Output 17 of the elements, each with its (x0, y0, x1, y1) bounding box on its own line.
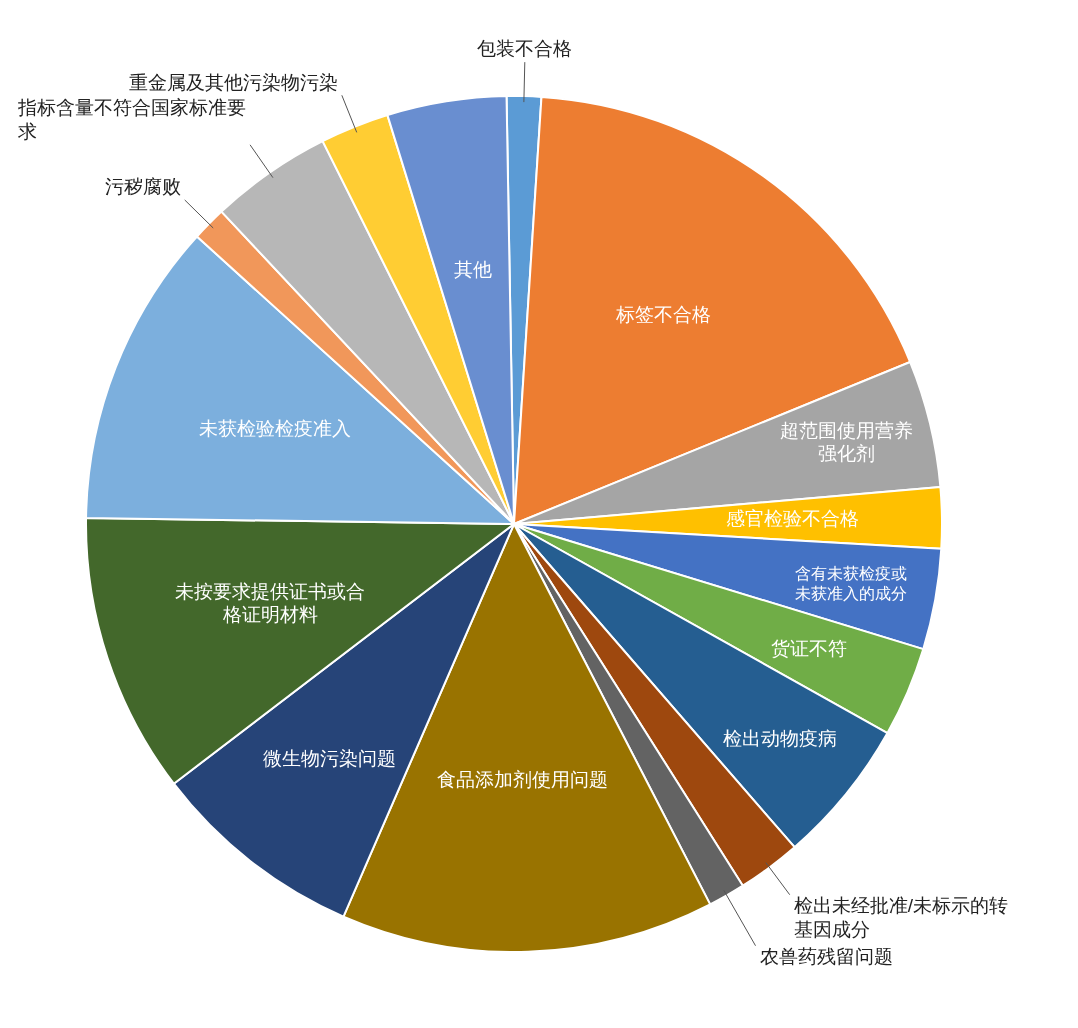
slice-label: 农兽药残留问题 (759, 945, 893, 967)
slice-label: 未获检验检疫准入 (199, 418, 352, 440)
slice-label: 包装不合格 (477, 38, 573, 60)
slice-label: 其他 (454, 258, 493, 280)
slice-label: 货证不符 (771, 638, 848, 660)
slice-label: 重金属及其他污染物污染 (128, 71, 338, 93)
slice-label: 检出动物疫病 (722, 728, 837, 750)
slice-label: 检出未经批准/未标示的转基因成分 (793, 894, 1008, 940)
slice-label: 指标含量不符合国家标准要求 (17, 97, 247, 143)
slice-label: 食品添加剂使用问题 (437, 768, 609, 790)
slice-label: 标签不合格 (615, 303, 712, 325)
slice-label: 感官检验不合格 (725, 508, 859, 530)
slice-label: 未按要求提供证书或合格证明材料 (175, 581, 366, 626)
slice-label: 微生物污染问题 (262, 748, 396, 770)
slice-label: 含有未获检疫或未获准入的成分 (795, 564, 908, 602)
slice-label: 污秽腐败 (104, 176, 181, 198)
slice-label: 超范围使用营养强化剂 (780, 420, 914, 465)
